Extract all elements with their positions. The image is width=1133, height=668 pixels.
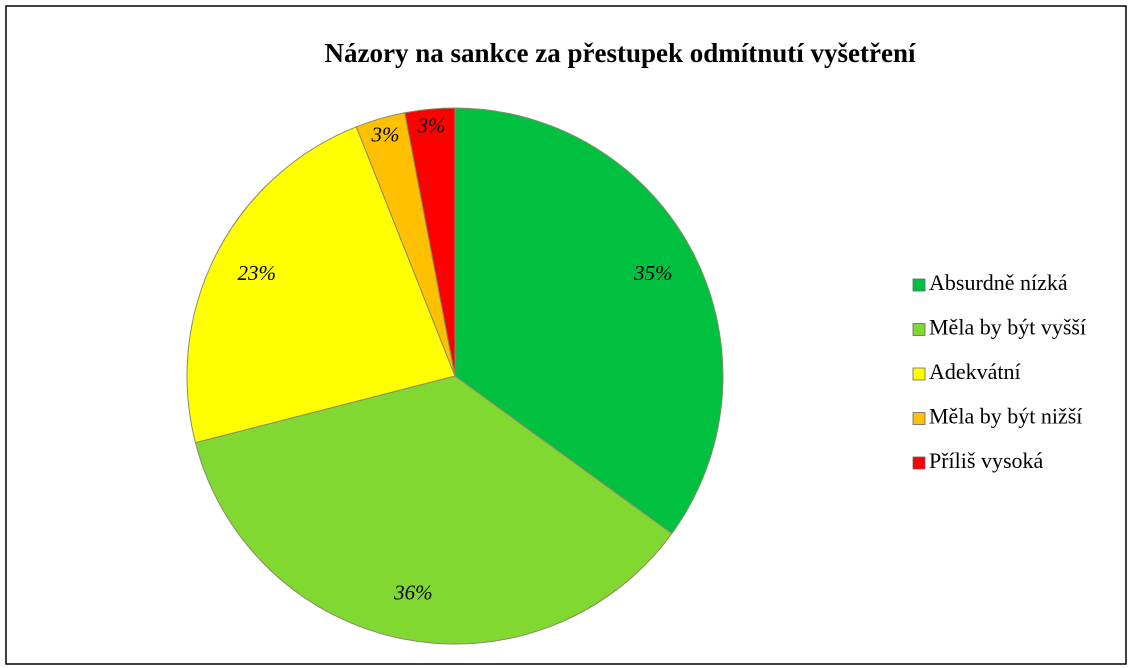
legend-swatch <box>912 323 926 336</box>
legend-swatch <box>912 367 926 381</box>
data-label: 3% <box>417 114 446 138</box>
data-label: 36% <box>393 580 433 604</box>
pie-slice <box>454 107 724 535</box>
data-label: 3% <box>370 122 399 146</box>
chart-title: Názory na sankce za přestupek odmítnutí … <box>325 38 916 68</box>
legend-label: Měla by být vyšší <box>929 315 1086 340</box>
pie-slice <box>404 107 456 377</box>
pie-slice <box>194 375 673 645</box>
legend-label: Adekvátní <box>929 359 1021 384</box>
legend-label: Absurdně nízká <box>929 270 1068 295</box>
data-label: 35% <box>633 261 673 285</box>
legend-label: Měla by být nižší <box>929 404 1082 429</box>
legend-swatch <box>912 456 926 470</box>
legend-swatch <box>912 412 926 425</box>
legend-swatch <box>912 278 926 292</box>
pie-slice <box>186 126 456 444</box>
legend-label: Příliš vysoká <box>929 448 1044 473</box>
data-label: 23% <box>238 261 277 285</box>
